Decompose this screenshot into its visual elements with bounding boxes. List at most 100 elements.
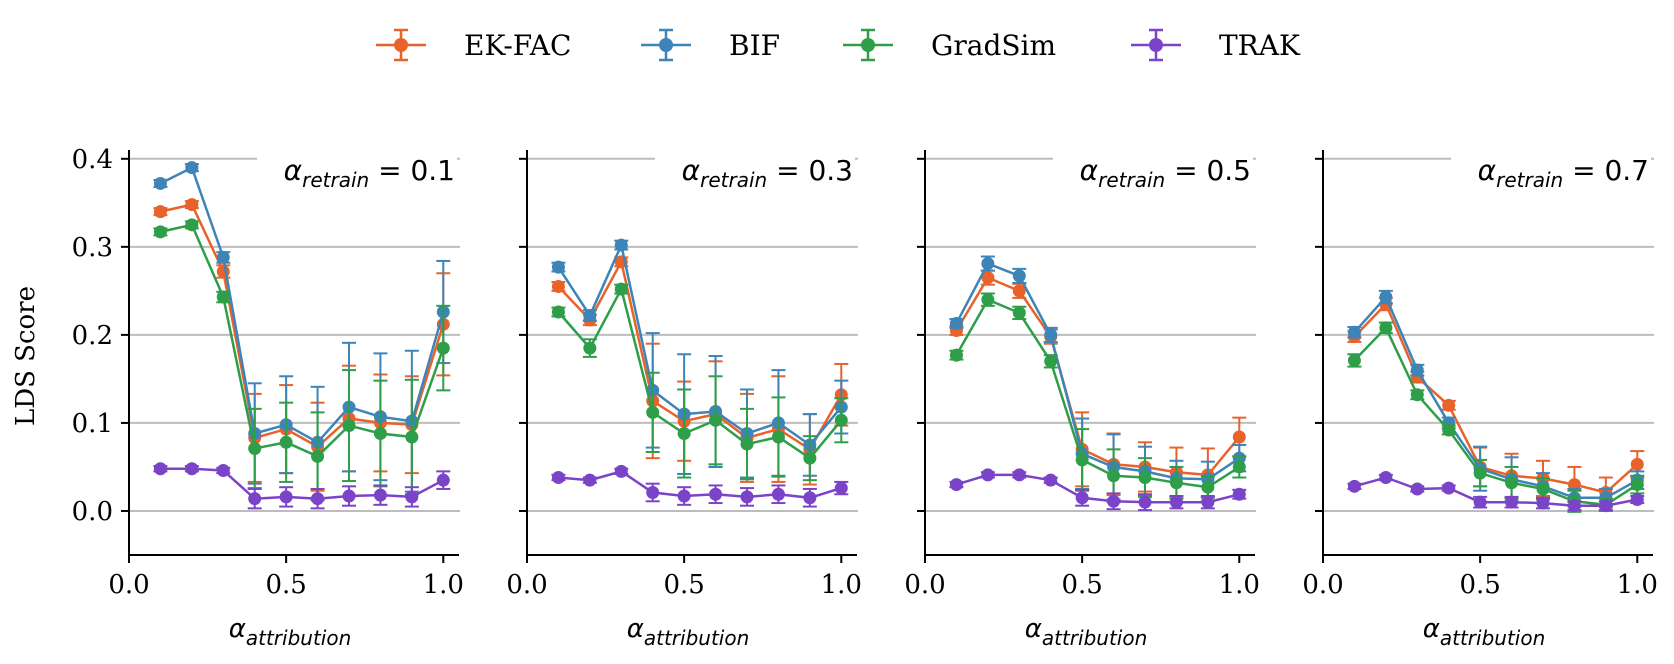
x-tick-label: 1.0 [1219, 570, 1260, 600]
data-point [1012, 468, 1026, 482]
annotation-box [655, 148, 855, 192]
data-point [981, 271, 995, 285]
data-point [342, 489, 356, 503]
data-point [1630, 478, 1644, 492]
data-point [279, 490, 293, 504]
data-point [153, 205, 167, 219]
data-point [583, 473, 597, 487]
data-point [1379, 290, 1393, 304]
data-point [1379, 321, 1393, 335]
panel-annotation: αretrain = 0.7 [1478, 154, 1649, 192]
data-point [373, 488, 387, 502]
series-line [956, 473, 1240, 504]
x-tick-label: 1.0 [821, 570, 862, 600]
data-point [185, 462, 199, 476]
series-line [1353, 325, 1638, 507]
data-point [1044, 473, 1058, 487]
data-point [803, 451, 817, 465]
series-line [1353, 301, 1639, 494]
series-line [955, 262, 1240, 481]
data-point [1169, 476, 1183, 490]
annotation-box [1053, 148, 1253, 192]
series-line [557, 258, 843, 452]
data-point [153, 462, 167, 476]
series-bif [551, 238, 849, 479]
data-point [551, 260, 565, 274]
series-gradsim [949, 292, 1247, 504]
series-ek-fac [153, 198, 451, 492]
legend-marker [659, 38, 673, 52]
data-point [834, 413, 848, 427]
legend-label: BIF [729, 29, 780, 62]
data-point [1442, 398, 1456, 412]
data-point [405, 490, 419, 504]
data-point [1599, 499, 1613, 513]
data-point [1138, 495, 1152, 509]
data-point [551, 471, 565, 485]
data-point [1044, 354, 1058, 368]
series-line [558, 470, 842, 500]
x-tick-label: 0.5 [1061, 570, 1102, 600]
data-point [248, 441, 262, 455]
series-line [557, 241, 843, 447]
data-point [1536, 496, 1550, 510]
x-axis-label: αattribution [229, 614, 352, 650]
x-tick-label: 0.0 [506, 570, 547, 600]
series-trak [153, 462, 451, 510]
data-point [949, 316, 963, 330]
data-point [1138, 471, 1152, 485]
data-point [1630, 493, 1644, 507]
legend-item-trak: TRAK [1131, 28, 1301, 62]
series-line [160, 223, 445, 458]
data-point [949, 478, 963, 492]
data-point [1536, 482, 1550, 496]
data-point [949, 348, 963, 362]
data-point [614, 282, 628, 296]
series-line [159, 165, 445, 444]
data-point [153, 225, 167, 239]
legend-marker [394, 38, 408, 52]
data-point [279, 435, 293, 449]
series-line [955, 276, 1241, 477]
data-point [551, 305, 565, 319]
data-point [1473, 466, 1487, 480]
x-tick-label: 1.0 [1617, 570, 1658, 600]
data-point [803, 491, 817, 505]
data-point [216, 290, 230, 304]
data-point [311, 492, 325, 506]
data-point [216, 250, 230, 264]
data-point [1505, 495, 1519, 509]
data-point [583, 309, 597, 323]
legend-item-gradsim: GradSim [843, 28, 1056, 62]
data-point [551, 279, 565, 293]
x-axis-label: αattribution [1423, 614, 1546, 650]
data-point [1410, 363, 1424, 377]
x-tick-label: 0.0 [108, 570, 149, 600]
legend-label: TRAK [1219, 29, 1301, 62]
data-point [1012, 284, 1026, 298]
data-point [614, 464, 628, 478]
data-point [1044, 328, 1058, 342]
data-point [1107, 494, 1121, 508]
data-point [646, 485, 660, 499]
series-trak [1347, 471, 1645, 513]
legend: EK-FAC BIF GradSim TRAK [376, 28, 1301, 62]
y-tick-label: 0.3 [72, 233, 113, 263]
data-point [981, 293, 995, 307]
data-point [1201, 480, 1215, 494]
series-bif [153, 161, 451, 499]
legend-label: GradSim [931, 29, 1056, 62]
data-point [981, 257, 995, 271]
legend-label: EK-FAC [464, 29, 571, 62]
data-point [1567, 478, 1581, 492]
data-point [1505, 476, 1519, 490]
series-trak [949, 468, 1247, 512]
data-point [1567, 499, 1581, 513]
y-tick-label: 0.0 [72, 497, 113, 527]
data-point [436, 341, 450, 355]
data-point [740, 437, 754, 451]
data-point [1232, 487, 1246, 501]
data-point [373, 427, 387, 440]
series-line [1353, 294, 1638, 500]
